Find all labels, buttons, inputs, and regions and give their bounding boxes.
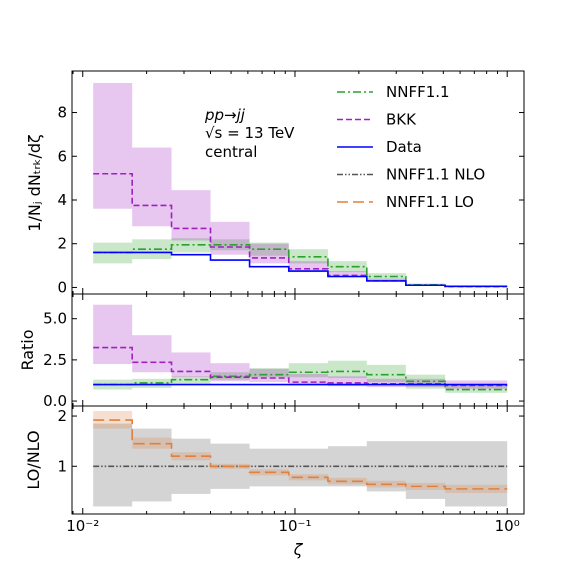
y-tick-label-top-2: 4: [57, 191, 67, 209]
annotation-line-3: central: [205, 143, 257, 161]
bkk-line-middle: [93, 346, 508, 387]
nnff1-1-band-top-bin-2: [171, 238, 211, 253]
bkk-band-top-bin-6: [327, 271, 367, 278]
nnff1-1-nlo-band-bottom-bin-4: [249, 448, 289, 487]
legend-label-nnff1-1-lo: NNFF1.1 LO: [386, 193, 474, 211]
y-tick-label-top-3: 6: [57, 147, 67, 165]
nnff1-1-line-middle: [93, 370, 508, 391]
y-tick-label-top-1: 2: [57, 235, 67, 253]
legend-label-nnff1-1: NNFF1.1: [386, 83, 450, 101]
nnff1-1-line-top: [93, 244, 508, 288]
legend-label-bkk: BKK: [386, 111, 417, 129]
bkk-band-middle-bin-1: [132, 335, 172, 373]
bkk-band-top-bin-0: [93, 83, 133, 209]
bkk-band-middle-bin-0: [93, 304, 133, 364]
panel-frame-bottom: [71, 405, 525, 515]
bkk-band-top-bin-5: [288, 261, 328, 273]
annotation-line-1: pp→jj: [204, 106, 246, 124]
y-tick-label-middle-0: 0.0: [43, 392, 67, 410]
nnff1-1-lo-band-bottom-bin-8: [405, 482, 446, 490]
legend-label-nnff1-1-nlo: NNFF1.1 NLO: [386, 166, 485, 184]
bkk-band-middle-bin-2: [171, 352, 211, 378]
bkk-band-middle-bin-6: [327, 376, 367, 387]
y-tick-label-bottom-1: 2: [57, 407, 67, 425]
data-line-top: [93, 251, 508, 288]
annotation-line-2: √s = 13 TeV: [205, 124, 295, 142]
bkk-band-top-bin-3: [210, 221, 250, 255]
y-tick-label-bottom-0: 1: [57, 457, 67, 475]
x-tick-label-2: 10⁰: [495, 517, 520, 535]
nnff1-1-nlo-band-bottom-bin-1: [132, 428, 172, 502]
nnff1-1-band-middle-bin-5: [288, 363, 328, 378]
y-tick-label-middle-1: 2.5: [43, 351, 67, 369]
bkk-band-middle-bin-4: [249, 368, 289, 383]
y-axis-label-bottom: LO/NLO: [24, 430, 43, 489]
nnff1-1-lo-band-bottom-bin-6: [327, 477, 367, 485]
series-lines: [93, 172, 508, 490]
legend: NNFF1.1 BKK Data NNFF1.1 NLO NNFF1.1 LO: [337, 83, 485, 211]
nnff1-1-nlo-band-bottom-bin-0: [93, 423, 133, 507]
bkk-band-middle-bin-8: [405, 378, 446, 388]
axes: 0 2 4 6 8 0.0 2.5 5.0 1 2 10⁻² 10⁻¹ 10⁰: [43, 70, 525, 535]
y-axis-label-top: 1/Nⱼ dNₜᵣₖ/dζ: [25, 134, 44, 231]
y-axis-label-middle: Ratio: [18, 329, 37, 370]
x-tick-label-1: 10⁻¹: [278, 517, 311, 535]
nnff1-1-band-top-bin-5: [288, 249, 328, 264]
nnff1-1-band-top-bin-1: [132, 239, 172, 260]
x-axis-label: ζ: [293, 540, 304, 559]
nnff1-1-band-middle-bin-9: [445, 384, 508, 393]
y-tick-label-middle-2: 5.0: [43, 310, 67, 328]
x-tick-label-0: 10⁻²: [66, 517, 99, 535]
nnff1-1-band-middle-bin-6: [327, 360, 367, 378]
nnff1-1-band-middle-bin-4: [249, 368, 289, 378]
nnff1-1-nlo-band-bottom-bin-8: [405, 441, 446, 499]
bkk-band-middle-bin-5: [288, 373, 328, 386]
annotation: pp→jj √s = 13 TeV central: [204, 106, 295, 161]
y-tick-label-top-4: 8: [57, 104, 67, 122]
bkk-band-middle-bin-7: [366, 378, 406, 388]
bkk-band-top-bin-4: [249, 243, 289, 264]
y-tick-label-top-0: 0: [57, 278, 67, 296]
nnff1-1-nlo-band-bottom-bin-5: [288, 448, 328, 487]
legend-label-data: Data: [386, 138, 422, 156]
nnff1-1-lo-line-bottom: [93, 419, 508, 490]
bkk-band-middle-bin-3: [210, 363, 250, 382]
nnff1-1-nlo-band-bottom-bin-9: [445, 441, 508, 507]
bkk-band-top-bin-2: [171, 190, 211, 241]
nnff1-1-band-middle-bin-7: [366, 364, 406, 383]
bkk-band-top-bin-1: [132, 147, 172, 227]
